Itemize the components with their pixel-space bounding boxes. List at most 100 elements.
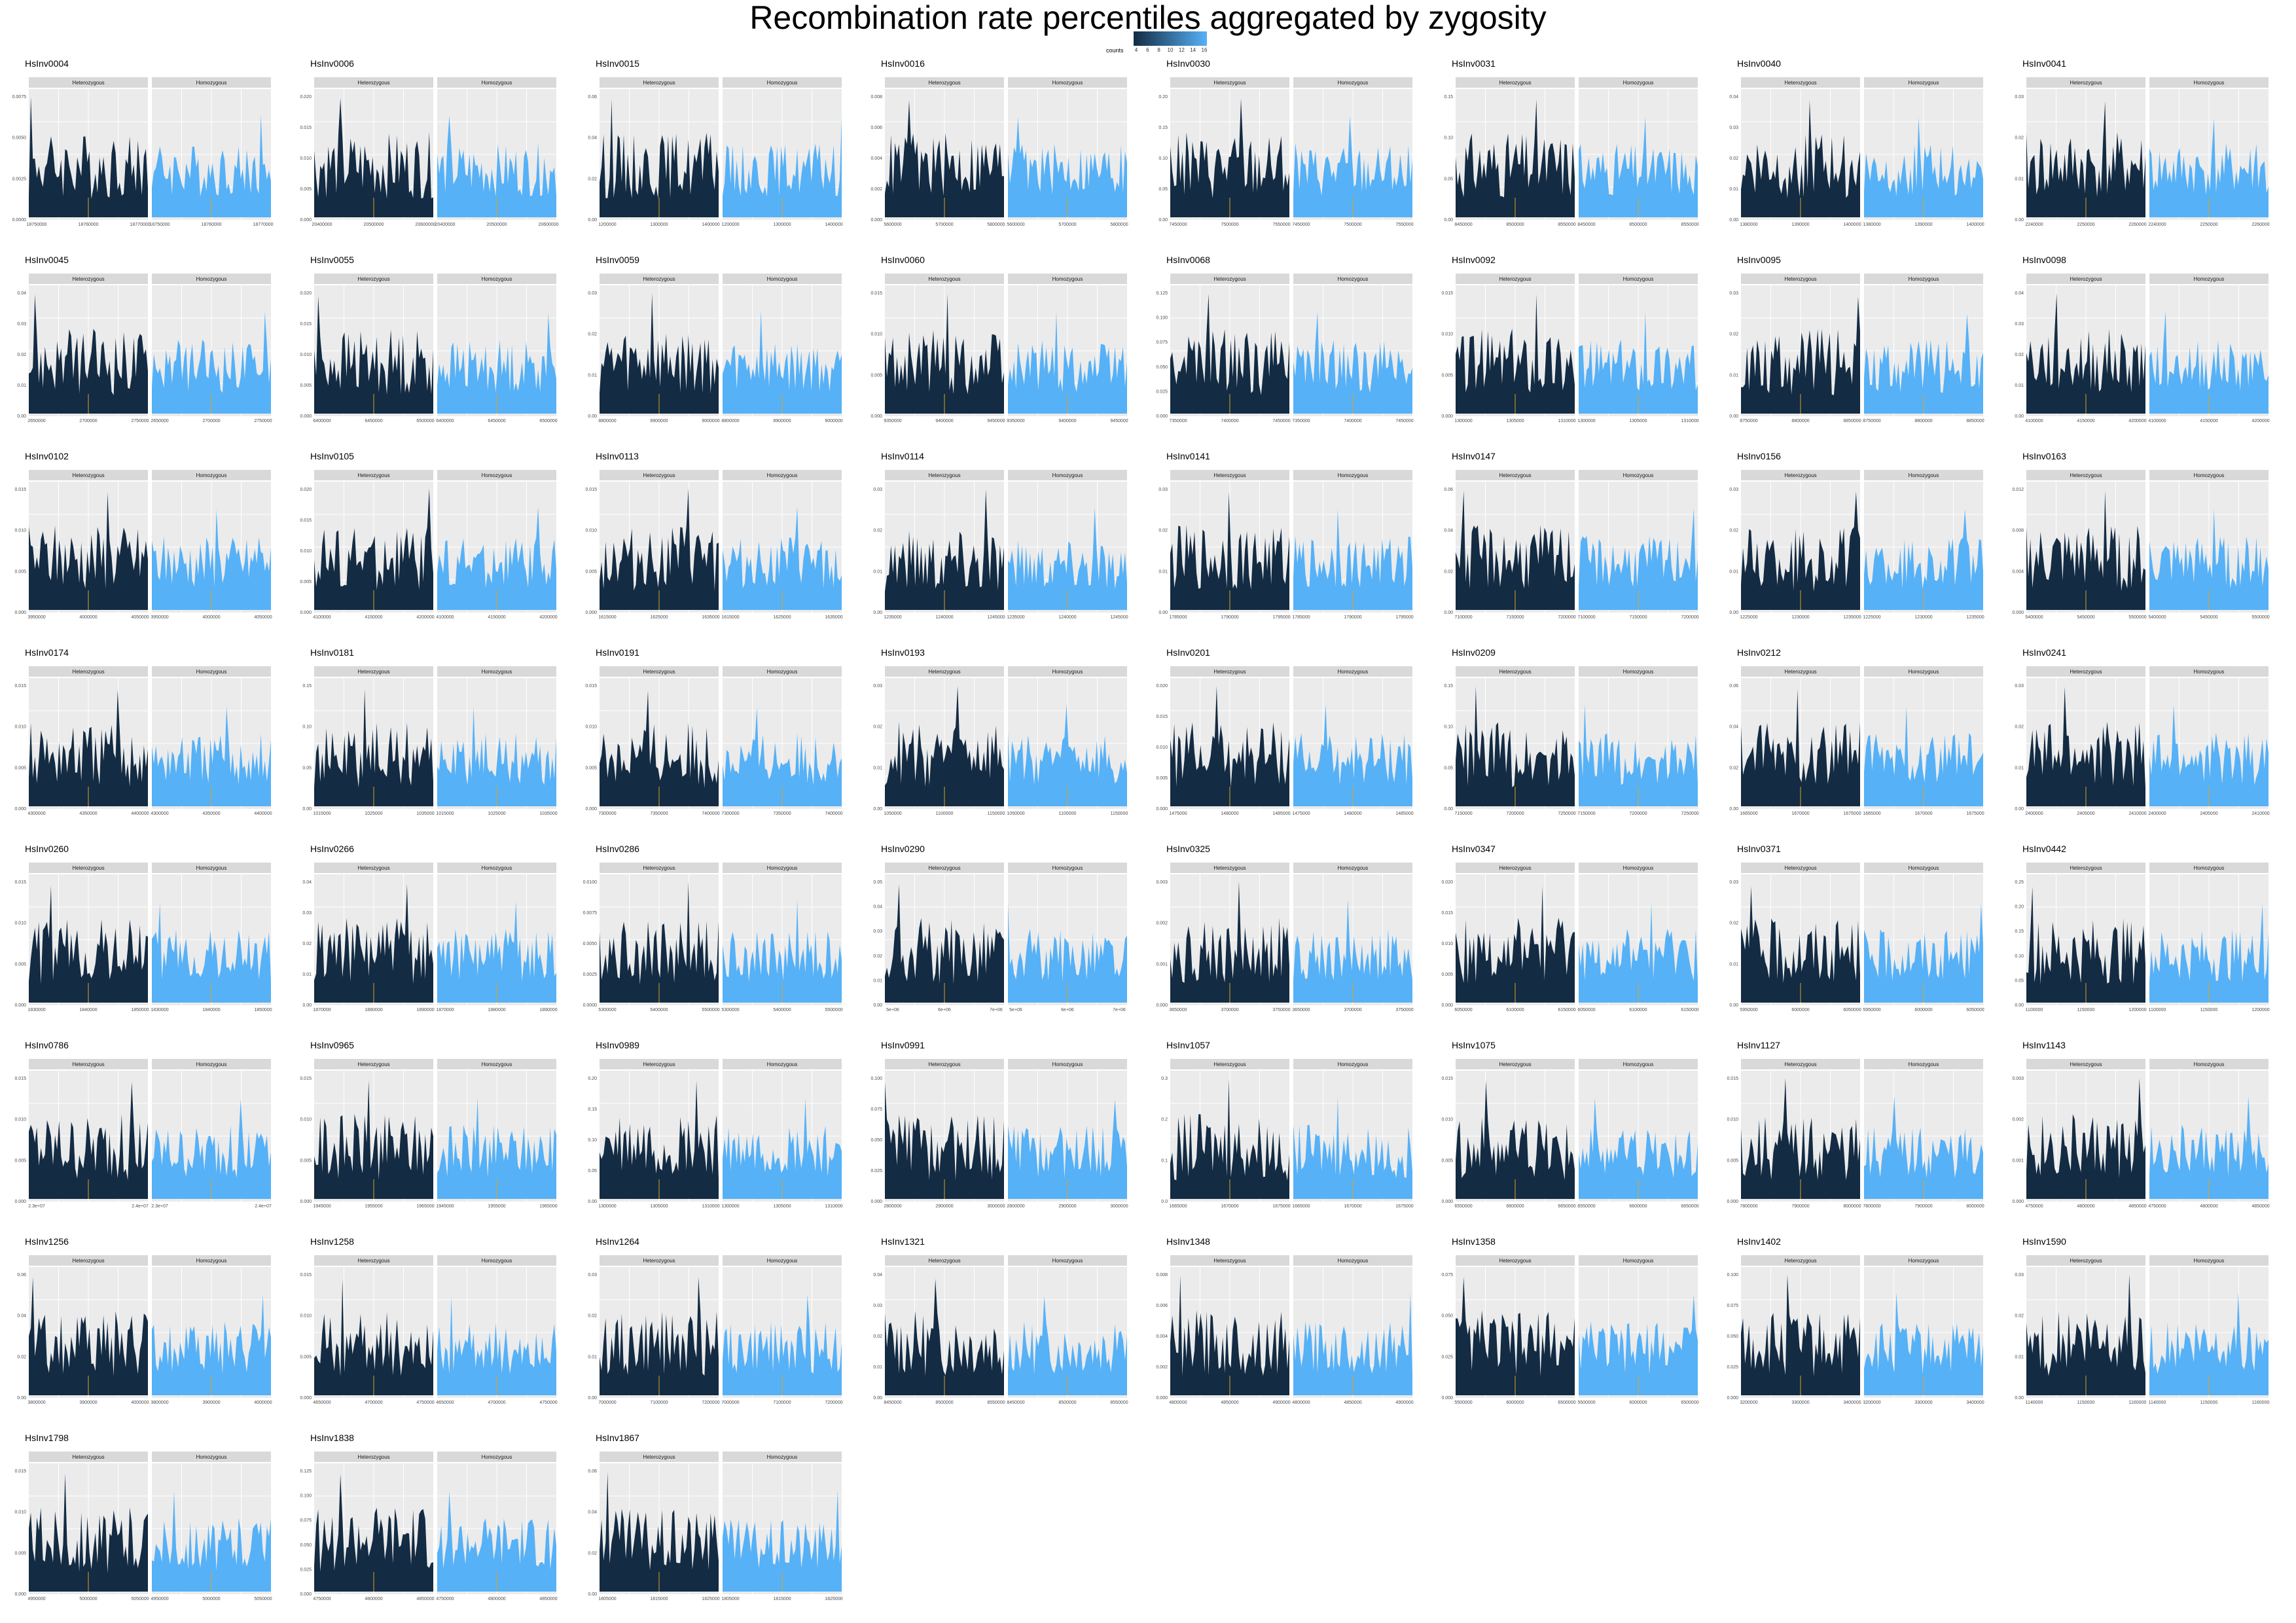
facet-strip bbox=[2149, 470, 2269, 480]
series-area-homozygous bbox=[437, 1296, 556, 1395]
facet-strip bbox=[1579, 1059, 1698, 1069]
facet-label: Heterozygous bbox=[357, 1061, 389, 1067]
x-tick-label: 1400000 bbox=[1966, 223, 1984, 227]
panel-hsinv0040: HsInv0040 0.00 0.01 0.02 0.03 0.04 Heterozygou… bbox=[1729, 58, 1984, 227]
x-tick-label: 1230000 bbox=[1791, 615, 1809, 620]
x-tick-label: 4150000 bbox=[365, 615, 382, 620]
y-tick-label: 0.075 bbox=[300, 1518, 312, 1523]
facet-label: Heterozygous bbox=[1499, 669, 1531, 675]
y-tick-label: 0.02 bbox=[302, 942, 312, 946]
x-tick-label: 4100000 bbox=[2148, 419, 2166, 423]
x-tick-label: 1050000 bbox=[884, 812, 901, 816]
x-tick-label: 6550000 bbox=[1454, 1204, 1472, 1209]
x-tick-label: 3700000 bbox=[1344, 1008, 1361, 1012]
x-tick-label: 7000000 bbox=[721, 1400, 739, 1405]
facet-label: Heterozygous bbox=[1784, 276, 1816, 282]
x-tick-label: 5500000 bbox=[1577, 1400, 1595, 1405]
x-tick-label: 1890000 bbox=[416, 1008, 434, 1012]
y-tick-label: 0.02 bbox=[17, 353, 26, 357]
series-area-homozygous bbox=[1579, 508, 1698, 610]
series-area-heterozygous bbox=[1741, 491, 1860, 610]
facet-strip bbox=[1579, 77, 1698, 88]
facet-label: Heterozygous bbox=[2070, 1061, 2102, 1067]
y-tick-label: 0.01 bbox=[873, 569, 882, 574]
x-tick-label: 4750000 bbox=[539, 1400, 557, 1405]
panel-title: HsInv0290 bbox=[881, 844, 925, 854]
series-area-homozygous bbox=[1579, 1097, 1698, 1199]
x-tick-label: 3400000 bbox=[1966, 1400, 1984, 1405]
x-tick-label: 1815000 bbox=[650, 1597, 668, 1601]
series-area-homozygous bbox=[1008, 704, 1127, 806]
facet-strip bbox=[29, 1255, 148, 1266]
y-tick-label: 0.02 bbox=[1729, 766, 1738, 770]
panel-title: HsInv0060 bbox=[881, 255, 925, 265]
y-tick-label: 0.04 bbox=[1729, 725, 1738, 730]
facet-strip bbox=[437, 1255, 556, 1266]
facet-label: Homozygous bbox=[767, 1454, 798, 1460]
panel-hsinv1402: HsInv1402 0.000 0.025 0.050 0.075 0.100 Hetero… bbox=[1727, 1236, 1984, 1405]
series-area-heterozygous bbox=[29, 689, 148, 806]
x-tick-label: 5800000 bbox=[987, 223, 1005, 227]
x-tick-label: 18750000 bbox=[149, 223, 170, 227]
facet-strip bbox=[1579, 274, 1698, 284]
series-area-homozygous bbox=[152, 902, 271, 1003]
y-tick-label: 0.00 bbox=[1729, 218, 1738, 223]
y-tick-label: 0.000 bbox=[870, 1200, 882, 1204]
facet-strip bbox=[723, 470, 842, 480]
y-tick-label: 0.00 bbox=[2015, 1396, 2024, 1400]
x-tick-label: 2800000 bbox=[1007, 1204, 1024, 1209]
x-tick-label: 4150000 bbox=[2077, 419, 2094, 423]
y-tick-label: 0.10 bbox=[302, 725, 312, 730]
facet-strip bbox=[885, 863, 1004, 873]
y-tick-label: 0.002 bbox=[1156, 921, 1168, 926]
panel-hsinv1867: HsInv1867 0.00 0.02 0.04 0.06 Heterozygous 180… bbox=[588, 1433, 842, 1601]
y-tick-label: 0.01 bbox=[1729, 187, 1738, 192]
x-tick-label: 7450000 bbox=[1395, 419, 1413, 423]
panel-title: HsInv1264 bbox=[596, 1236, 639, 1247]
x-tick-label: 7350000 bbox=[1169, 419, 1187, 423]
facet-label: Heterozygous bbox=[643, 1258, 675, 1264]
facet-label: Heterozygous bbox=[643, 1454, 675, 1460]
x-tick-label: 1305000 bbox=[1629, 419, 1647, 423]
x-tick-label: 6500000 bbox=[539, 419, 557, 423]
x-tick-label: 5700000 bbox=[935, 223, 953, 227]
y-tick-label: 0.0075 bbox=[583, 911, 598, 916]
y-tick-label: 0.01 bbox=[2015, 383, 2024, 388]
series-area-homozygous bbox=[1008, 507, 1127, 610]
panel-title: HsInv0201 bbox=[1166, 647, 1210, 658]
y-tick-label: 0.01 bbox=[588, 1355, 597, 1359]
panel-title: HsInv1321 bbox=[881, 1236, 925, 1247]
x-tick-label: 7500000 bbox=[1221, 223, 1238, 227]
y-tick-label: 0.008 bbox=[870, 95, 882, 99]
y-tick-label: 0.00 bbox=[873, 807, 882, 812]
facet-label: Homozygous bbox=[482, 1454, 512, 1460]
facet-label: Homozygous bbox=[482, 1258, 512, 1264]
facet-label: Homozygous bbox=[767, 865, 798, 871]
x-tick-label: 2400000 bbox=[2025, 812, 2043, 816]
panel-hsinv0045: HsInv0045 0.00 0.01 0.02 0.03 0.04 Heterozygou… bbox=[17, 255, 272, 423]
x-tick-label: 8550000 bbox=[1681, 223, 1698, 227]
series-area-homozygous bbox=[437, 1097, 556, 1199]
x-tick-label: 1235000 bbox=[1007, 615, 1024, 620]
y-tick-label: 0.010 bbox=[14, 1118, 26, 1122]
x-tick-label: 5e+06 bbox=[1009, 1008, 1022, 1012]
y-tick-label: 0.02 bbox=[1729, 156, 1738, 161]
facet-label: Homozygous bbox=[196, 1258, 227, 1264]
facet-strip bbox=[600, 1059, 719, 1069]
y-tick-label: 0.015 bbox=[300, 1273, 312, 1277]
facet-strip bbox=[152, 470, 271, 480]
x-tick-label: 9450000 bbox=[987, 419, 1005, 423]
x-tick-label: 2900000 bbox=[1058, 1204, 1076, 1209]
facet-strip bbox=[2026, 666, 2145, 677]
series-area-homozygous bbox=[1864, 903, 1983, 1003]
facet-label: Homozygous bbox=[482, 80, 512, 86]
y-tick-label: 0.15 bbox=[2015, 929, 2024, 934]
y-tick-label: 0.0025 bbox=[583, 972, 598, 977]
series-area-heterozygous bbox=[29, 1081, 148, 1199]
facet-strip bbox=[29, 863, 148, 873]
facet-label: Heterozygous bbox=[72, 669, 104, 675]
series-area-heterozygous bbox=[1456, 686, 1575, 806]
facet-strip bbox=[152, 77, 271, 88]
panel-title: HsInv0286 bbox=[596, 844, 639, 854]
series-area-homozygous bbox=[152, 707, 271, 806]
